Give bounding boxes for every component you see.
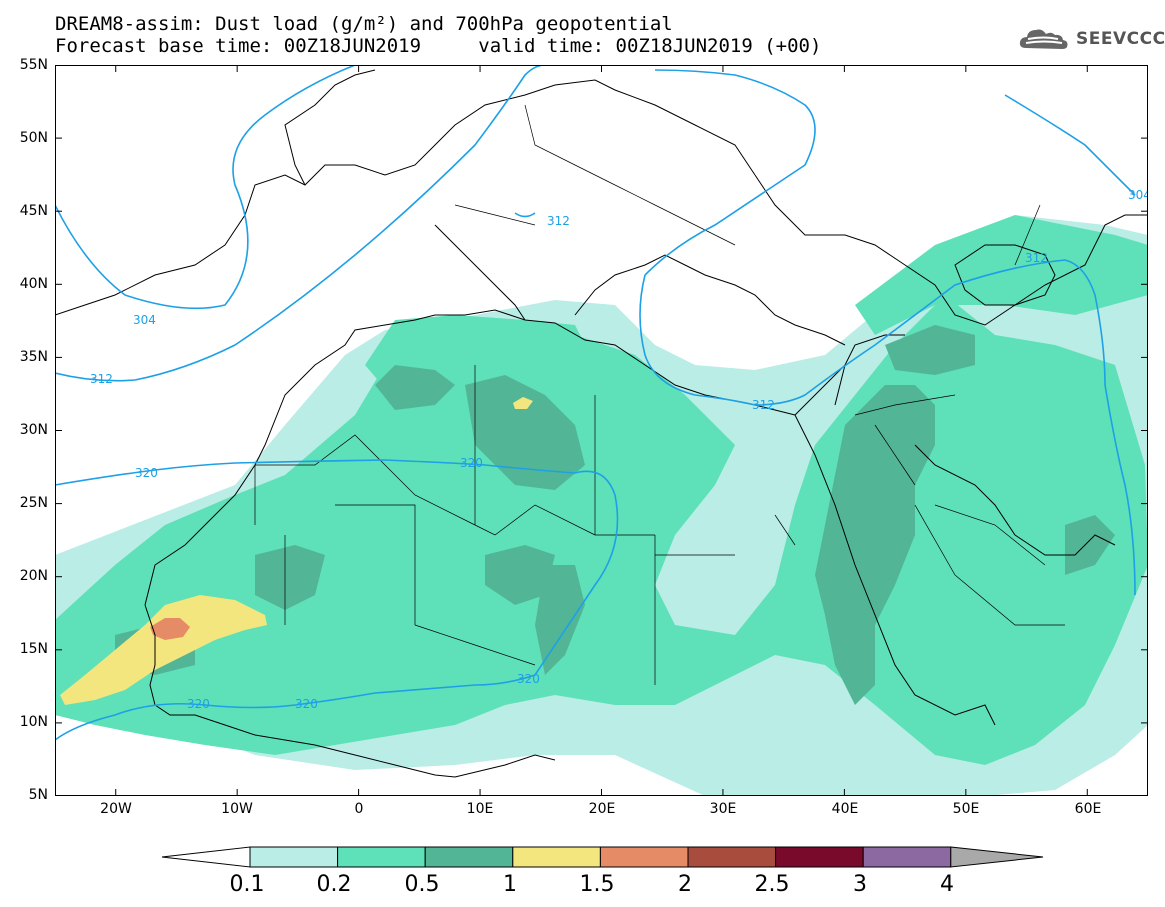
lon-label: 20E	[588, 801, 616, 817]
lon-label: 0	[354, 801, 364, 817]
colorbar-label: 0.1	[229, 872, 265, 897]
lat-label: 20N	[19, 568, 48, 584]
colorbar-swatch	[249, 846, 339, 868]
contour-label: 312	[1025, 251, 1048, 265]
contour-labels: 304 312 320 312 312 312 304 320 320 320 …	[90, 188, 1148, 711]
lat-label: 35N	[19, 349, 48, 365]
dust-map[interactable]: 304 312 320 312 312 312 304 320 320 320 …	[55, 65, 1148, 796]
colorbar-label: 1.5	[579, 872, 615, 897]
geopotential-contours	[55, 65, 1136, 741]
lat-label: 15N	[19, 641, 48, 657]
contour-label: 320	[187, 697, 210, 711]
base-time-label: Forecast base time: 00Z18JUN2019	[55, 35, 422, 57]
cloud-icon	[1019, 29, 1068, 49]
colorbar-swatch	[950, 846, 1044, 868]
lat-label: 45N	[19, 203, 48, 219]
lon-label: 50E	[952, 801, 980, 817]
colorbar-swatch	[424, 846, 514, 868]
colorbar-label: 0.2	[316, 872, 352, 897]
seevccc-logo: SEEVCCC	[1018, 26, 1165, 52]
contour-label: 312	[547, 214, 570, 228]
contour-label: 304	[133, 313, 156, 327]
logo-text: SEEVCCC	[1076, 29, 1165, 49]
contour-label: 320	[135, 466, 158, 480]
valid-time-label: valid time: 00Z18JUN2019 (+00)	[478, 35, 822, 57]
contour-label: 312	[752, 398, 775, 412]
lon-label: 60E	[1074, 801, 1102, 817]
political-borders	[254, 104, 1065, 685]
coastlines	[55, 69, 1148, 778]
colorbar-label: 1	[503, 872, 517, 897]
dust-layer-extreme	[150, 618, 190, 640]
lat-label: 25N	[19, 495, 48, 511]
colorbar-label: 2	[678, 872, 692, 897]
colorbar-swatch	[512, 846, 601, 868]
lon-label: 20W	[100, 801, 132, 817]
colorbar	[161, 846, 1044, 868]
colorbar-label: 0.5	[404, 872, 440, 897]
colorbar-swatch	[599, 846, 689, 868]
contour-label: 320	[460, 456, 483, 470]
lat-label: 55N	[19, 57, 48, 73]
dust-layer-very-high	[60, 397, 533, 705]
axis-ticks	[55, 65, 1148, 796]
lon-label: 10E	[466, 801, 494, 817]
colorbar-swatch	[687, 846, 777, 868]
lat-label: 40N	[19, 276, 48, 292]
contour-label: 312	[90, 372, 113, 386]
lat-label: 50N	[19, 130, 48, 146]
contour-label: 320	[295, 697, 318, 711]
colorbar-label: 3	[853, 872, 867, 897]
lon-label: 40E	[831, 801, 859, 817]
map-subtitle: Forecast base time: 00Z18JUN2019 valid t…	[55, 36, 821, 56]
contour-label: 320	[517, 672, 540, 686]
map-title: DREAM8-assim: Dust load (g/m²) and 700hP…	[55, 13, 673, 35]
contour-label: 304	[1128, 188, 1148, 202]
colorbar-label: 2.5	[754, 872, 790, 897]
colorbar-label: 4	[940, 872, 954, 897]
lat-label: 10N	[19, 714, 48, 730]
colorbar-swatch	[775, 846, 864, 868]
colorbar-swatch	[337, 846, 426, 868]
colorbar-swatch	[161, 846, 251, 868]
lat-label: 5N	[28, 787, 48, 803]
lat-label: 30N	[19, 422, 48, 438]
colorbar-swatch	[862, 846, 952, 868]
lon-label: 10W	[221, 801, 253, 817]
lon-label: 30E	[709, 801, 737, 817]
